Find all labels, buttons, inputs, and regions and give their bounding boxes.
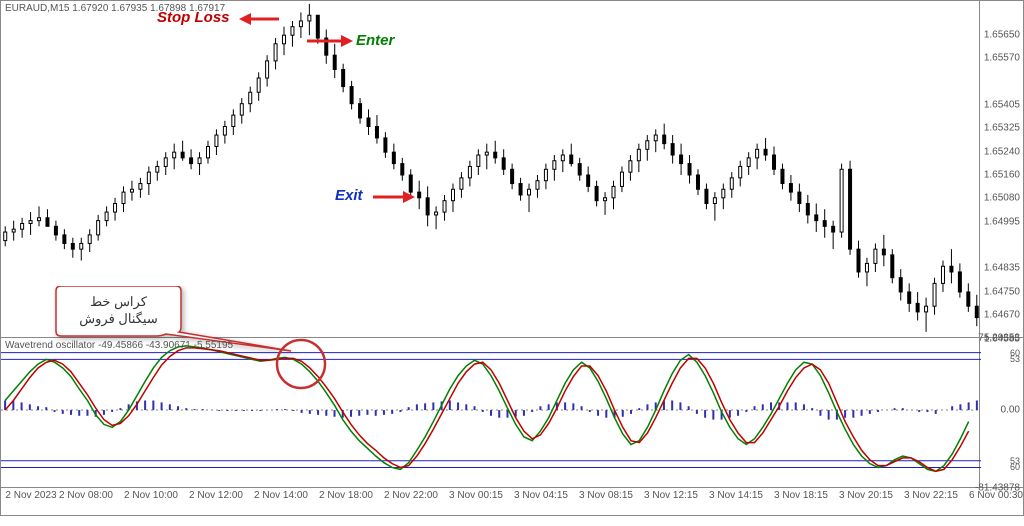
ylabel: 0.00: [1001, 405, 1020, 416]
ylabel: 1.65570: [984, 53, 1020, 64]
xlabel: 6 Nov 00:30: [969, 490, 1023, 501]
xlabel: 2 Nov 14:00: [254, 490, 308, 501]
xlabel: 2 Nov 22:00: [384, 490, 438, 501]
stop-loss-label: Stop Loss: [157, 9, 230, 26]
ylabel: 1.64750: [984, 286, 1020, 297]
ylabel: 53: [1010, 354, 1020, 364]
xlabel: 3 Nov 00:15: [449, 490, 503, 501]
crossover-circle: [1, 338, 2, 339]
xlabel: 3 Nov 18:15: [774, 490, 828, 501]
callout-text: کراس خطسیگنال فروش: [61, 294, 176, 328]
ylabel: 75.29353: [978, 333, 1020, 344]
xlabel: 2 Nov 18:00: [319, 490, 373, 501]
ylabel: 1.65325: [984, 122, 1020, 133]
xlabel: 3 Nov 08:15: [579, 490, 633, 501]
xlabel: 2 Nov 10:00: [124, 490, 178, 501]
xlabel: 2 Nov 2023: [5, 490, 56, 501]
xlabel: 3 Nov 20:15: [839, 490, 893, 501]
indicator-label: Wavetrend oscillator -49.45866 -43.90671…: [5, 340, 233, 351]
ylabel: 1.65240: [984, 147, 1020, 158]
indicator-chart: Wavetrend oscillator -49.45866 -43.90671…: [0, 338, 980, 488]
xlabel: 2 Nov 12:00: [189, 490, 243, 501]
time-xaxis: 2 Nov 20232 Nov 08:00 2 Nov 10:00 2 Nov 12…: [0, 488, 1024, 516]
exit-arrow: [373, 190, 415, 204]
ylabel: 1.64835: [984, 262, 1020, 273]
exit-label: Exit: [335, 187, 363, 204]
ylabel: 1.64995: [984, 217, 1020, 228]
enter-arrow: [307, 34, 353, 48]
xlabel: 2 Nov 08:00: [59, 490, 113, 501]
price-chart: EURAUD,M15 1.67920 1.67935 1.67898 1.679…: [0, 0, 980, 338]
xlabel: 3 Nov 14:15: [709, 490, 763, 501]
price-yaxis: 1.65650 1.65570 1.65405 1.65325 1.65240 1.651…: [980, 0, 1024, 338]
stop-loss-arrow: [239, 12, 279, 26]
enter-label: Enter: [356, 32, 394, 49]
xlabel: 3 Nov 04:15: [514, 490, 568, 501]
ylabel: 1.64670: [984, 309, 1020, 320]
ylabel: 1.65405: [984, 100, 1020, 111]
xlabel: 3 Nov 12:15: [644, 490, 698, 501]
indicator-yaxis: 75.293530.00-81.4387860535360: [980, 338, 1024, 488]
oscillator-svg: [1, 338, 981, 488]
ylabel: 1.65650: [984, 30, 1020, 41]
xlabel: 3 Nov 22:15: [904, 490, 958, 501]
ylabel: 60: [1010, 462, 1020, 472]
ylabel: 1.65080: [984, 192, 1020, 203]
ylabel: 1.65160: [984, 169, 1020, 180]
